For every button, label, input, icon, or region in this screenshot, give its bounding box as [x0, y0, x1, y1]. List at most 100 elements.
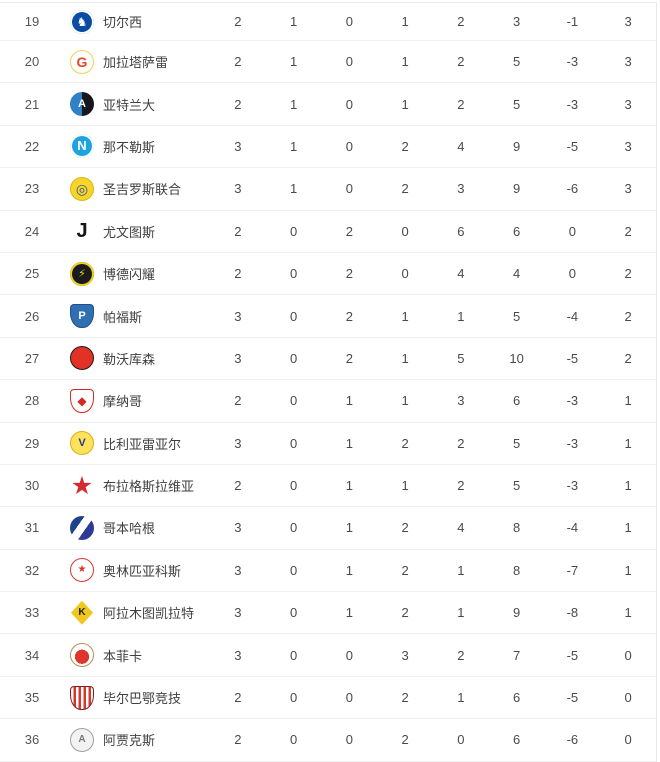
kairat-crest: K	[70, 600, 94, 625]
table-row[interactable]: 26 P 帕福斯 3 0 2 1 1 5 -4 2	[0, 295, 656, 338]
rank-cell: 27	[24, 350, 40, 366]
stat-cell: 3	[234, 605, 242, 621]
team-cell[interactable]: J 尤文图斯	[64, 219, 210, 243]
benfica-crest	[70, 643, 94, 668]
table-row[interactable]: 29 V 比利亚雷亚尔 3 0 1 2 2 5 -3 1	[0, 422, 656, 465]
stat-cell: 3	[457, 393, 465, 409]
stat-cell: 1	[345, 562, 353, 578]
stat-cell: 2	[457, 54, 465, 70]
table-row[interactable]: 22 N 那不勒斯 3 1 0 2 4 9 -5 3	[0, 125, 656, 169]
table-row[interactable]: 28 ◆ 摩纳哥 2 0 1 1 3 6 -3 1	[0, 380, 656, 423]
stat-cell: 2	[624, 266, 632, 282]
stat-cell: -5	[566, 350, 579, 366]
stat-cell: 3	[234, 308, 242, 324]
table-row[interactable]: 21 A 亚特兰大 2 1 0 1 2 5 -3 3	[0, 83, 656, 126]
table-row[interactable]: 19 ♞ 切尔西 2 1 0 1 2 3 -1 3	[0, 3, 656, 41]
team-cell[interactable]: N 那不勒斯	[64, 134, 210, 159]
team-cell[interactable]: ◆ 摩纳哥	[64, 388, 210, 413]
galatasaray-crest: G	[70, 49, 94, 74]
stat-cell: 0	[345, 181, 353, 197]
team-cell[interactable]: A 亚特兰大	[64, 92, 210, 117]
team-name: 那不勒斯	[103, 139, 156, 155]
team-cell[interactable]: 毕尔巴鄂竞技	[64, 685, 210, 710]
team-cell[interactable]: ⚡ 博德闪耀	[64, 261, 210, 286]
team-cell[interactable]: ★ 奥林匹亚科斯	[64, 558, 210, 583]
table-row[interactable]: 20 G 加拉塔萨雷 2 1 0 1 2 5 -3 3	[0, 41, 656, 84]
stat-cell: 0	[290, 562, 298, 578]
stat-cell: 5	[513, 435, 521, 451]
team-cell[interactable]: K 阿拉木图凯拉特	[64, 600, 210, 625]
stat-cell: 2	[401, 562, 409, 578]
rank-cell: 32	[24, 562, 40, 578]
table-row[interactable]: 33 K 阿拉木图凯拉特 3 0 1 2 1 9 -8 1	[0, 592, 656, 635]
stat-cell: 6	[457, 223, 465, 239]
table-row[interactable]: 32 ★ 奥林匹亚科斯 3 0 1 2 1 8 -7 1	[0, 549, 656, 593]
atalanta-crest: A	[70, 92, 94, 117]
team-cell[interactable]: 本菲卡	[64, 643, 210, 668]
stat-cell: 1	[290, 96, 298, 112]
stat-cell: 2	[234, 223, 242, 239]
stat-cell: 5	[513, 478, 521, 494]
rank-cell: 21	[24, 96, 40, 112]
rank-cell: 31	[24, 520, 40, 536]
team-name: 比利亚雷亚尔	[103, 436, 182, 452]
stat-cell: 2	[457, 14, 465, 29]
stat-cell: 0	[568, 266, 576, 282]
stat-cell: 3	[513, 14, 521, 29]
stat-cell: 1	[401, 308, 409, 324]
team-cell[interactable]: P 帕福斯	[64, 304, 210, 329]
rank-cell: 22	[24, 138, 40, 154]
stat-cell: 0	[290, 690, 298, 706]
table-row[interactable]: 24 J 尤文图斯 2 0 2 0 6 6 0 2	[0, 210, 656, 253]
stat-cell: 1	[457, 308, 465, 324]
stat-cell: 2	[401, 605, 409, 621]
stat-cell: -8	[566, 605, 579, 621]
rank-cell: 28	[24, 393, 40, 409]
team-cell[interactable]: ★ 布拉格斯拉维亚	[64, 474, 210, 498]
stat-cell: 2	[234, 96, 242, 112]
stat-cell: 0	[345, 96, 353, 112]
team-name: 勒沃库森	[103, 351, 156, 367]
stat-cell: 2	[234, 393, 242, 409]
stat-cell: 7	[513, 647, 521, 663]
stat-cell: 2	[401, 690, 409, 706]
stat-cell: 6	[513, 690, 521, 706]
stat-cell: 2	[234, 266, 242, 282]
stat-cell: 0	[345, 647, 353, 663]
juventus-crest: J	[76, 220, 88, 243]
team-name: 尤文图斯	[103, 224, 156, 240]
table-row[interactable]: 35 毕尔巴鄂竞技 2 0 0 2 1 6 -5 0	[0, 676, 656, 720]
rank-cell: 20	[24, 54, 40, 70]
team-cell[interactable]: ♞ 切尔西	[64, 9, 210, 34]
table-row[interactable]: 27 勒沃库森 3 0 2 1 5 10 -5 2	[0, 337, 656, 381]
stat-cell: 3	[234, 520, 242, 536]
copenhagen-crest	[70, 515, 94, 540]
rank-cell: 25	[24, 266, 40, 282]
rank-cell: 33	[24, 605, 40, 621]
team-cell[interactable]: 勒沃库森	[64, 346, 210, 371]
team-name: 博德闪耀	[103, 267, 156, 283]
team-cell[interactable]: 哥本哈根	[64, 515, 210, 540]
stat-cell: 1	[457, 690, 465, 706]
rank-cell: 26	[24, 308, 40, 324]
team-cell[interactable]: G 加拉塔萨雷	[64, 49, 210, 74]
stat-cell: 1	[624, 435, 632, 451]
table-row[interactable]: 25 ⚡ 博德闪耀 2 0 2 0 4 4 0 2	[0, 252, 656, 296]
table-row[interactable]: 31 哥本哈根 3 0 1 2 4 8 -4 1	[0, 507, 656, 550]
table-row[interactable]: 30 ★ 布拉格斯拉维亚 2 0 1 1 2 5 -3 1	[0, 464, 656, 508]
stat-cell: 5	[457, 350, 465, 366]
team-name: 切尔西	[103, 15, 143, 30]
stat-cell: 1	[290, 54, 298, 70]
team-cell[interactable]: ◎ 圣吉罗斯联合	[64, 176, 210, 201]
table-row[interactable]: 36 A 阿贾克斯 2 0 0 2 0 6 -6 0	[0, 719, 656, 762]
team-cell[interactable]: V 比利亚雷亚尔	[64, 431, 210, 456]
stat-cell: 1	[345, 478, 353, 494]
stat-cell: 0	[345, 732, 353, 748]
stat-cell: 2	[234, 478, 242, 494]
villarreal-crest: V	[70, 431, 94, 456]
team-cell[interactable]: A 阿贾克斯	[64, 727, 210, 752]
stat-cell: 2	[457, 96, 465, 112]
table-row[interactable]: 34 本菲卡 3 0 0 3 2 7 -5 0	[0, 634, 656, 677]
stat-cell: 1	[401, 14, 409, 29]
table-row[interactable]: 23 ◎ 圣吉罗斯联合 3 1 0 2 3 9 -6 3	[0, 168, 656, 211]
